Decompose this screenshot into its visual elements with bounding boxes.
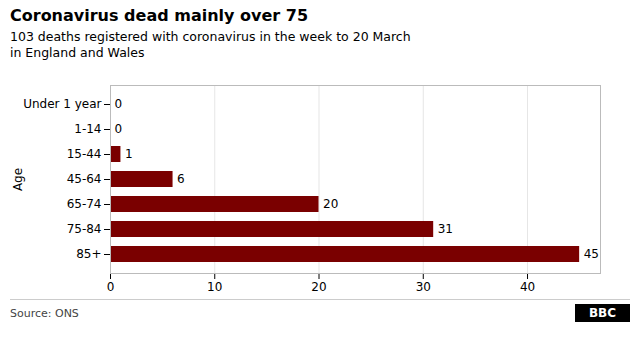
- svg-text:40: 40: [520, 280, 535, 294]
- svg-text:6: 6: [177, 172, 185, 186]
- svg-text:75-84: 75-84: [67, 222, 102, 236]
- svg-text:30: 30: [416, 280, 431, 294]
- svg-text:0: 0: [115, 122, 123, 136]
- svg-text:85+: 85+: [76, 247, 101, 261]
- svg-text:Age: Age: [11, 168, 25, 191]
- svg-text:31: 31: [438, 222, 453, 236]
- svg-text:0: 0: [115, 97, 123, 111]
- svg-text:1: 1: [125, 147, 133, 161]
- svg-text:1-14: 1-14: [74, 122, 101, 136]
- svg-text:20: 20: [323, 197, 338, 211]
- html-text:BBC: BBC: [588, 306, 616, 320]
- svg-text:10: 10: [207, 280, 222, 294]
- svg-text:45: 45: [584, 247, 599, 261]
- html-text:103 deaths registered with cor: 103 deaths registered with coronavirus i…: [10, 29, 411, 60]
- svg-text:45-64: 45-64: [67, 172, 102, 186]
- svg-text:Under 1 year: Under 1 year: [23, 97, 101, 111]
- svg-text:65-74: 65-74: [67, 197, 102, 211]
- svg-text:20: 20: [311, 280, 326, 294]
- svg-text:15-44: 15-44: [67, 147, 102, 161]
- html-text:Coronavirus dead mainly over 7: Coronavirus dead mainly over 75: [10, 6, 308, 25]
- svg-text:0: 0: [107, 280, 115, 294]
- html-text:Source: ONS: Source: ONS: [10, 306, 79, 320]
